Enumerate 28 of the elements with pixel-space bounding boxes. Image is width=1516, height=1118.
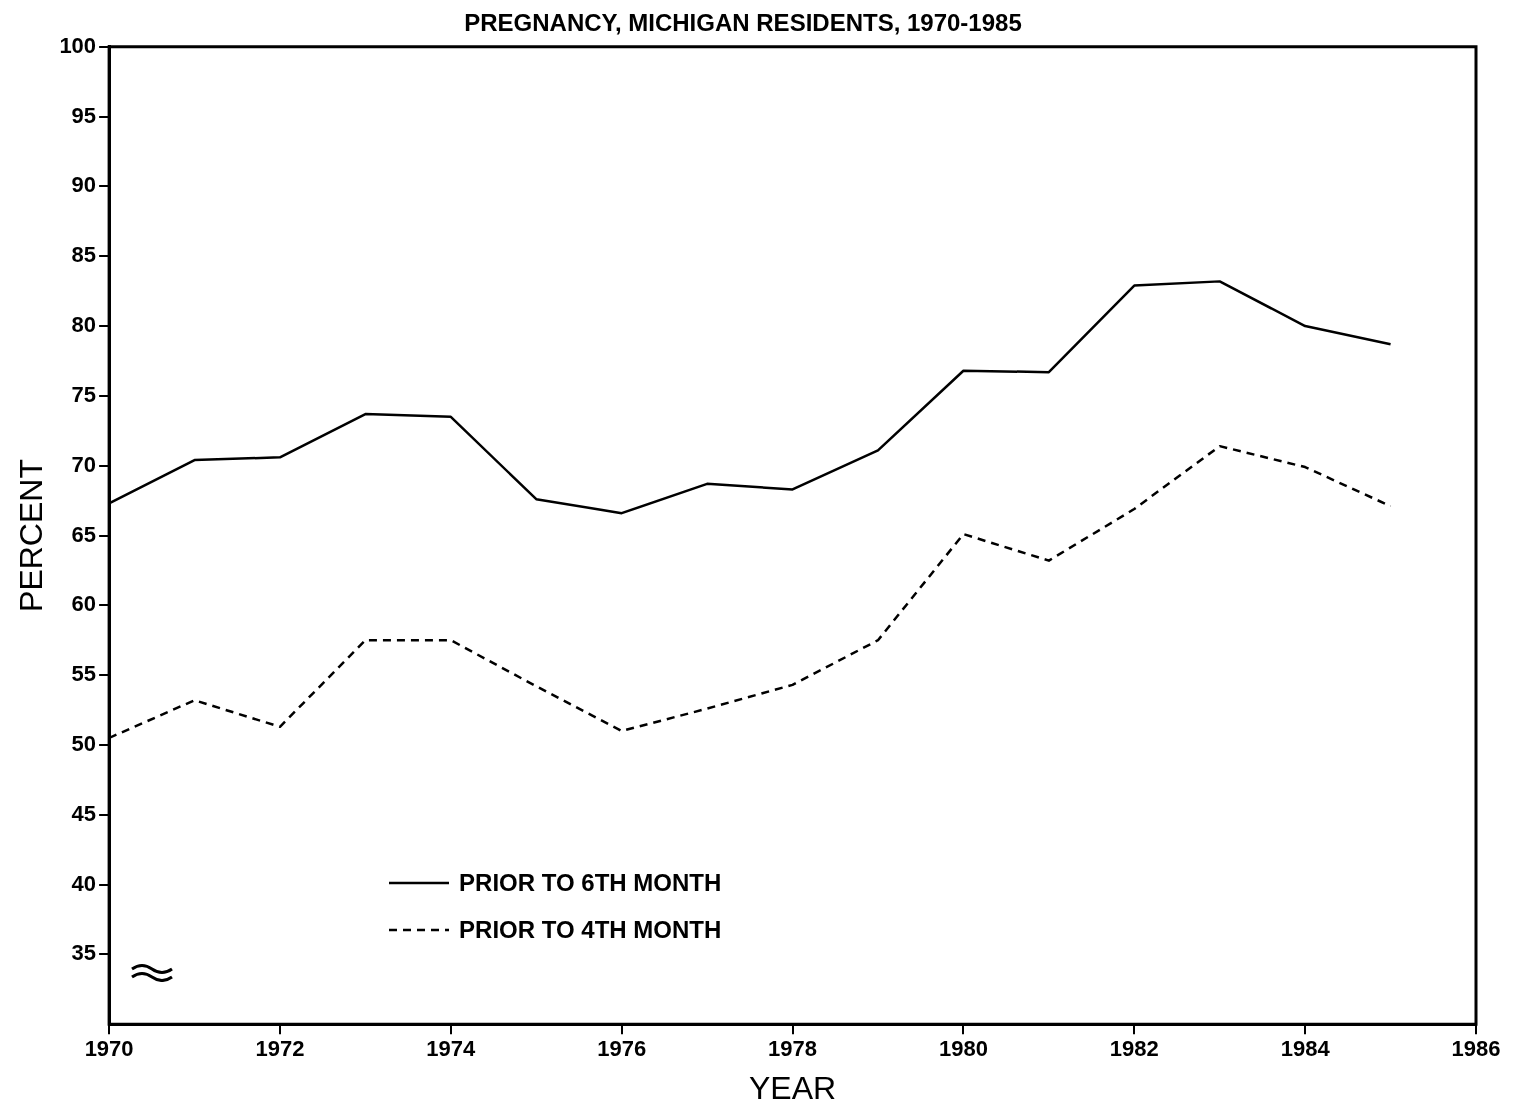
y-tick-label: 85 [71,242,97,268]
y-tick-label: 35 [71,940,97,966]
y-tick-label: 95 [71,102,97,128]
y-tick-label: 75 [71,381,97,407]
x-tick-label: 1972 [255,1036,305,1062]
legend-label: PRIOR TO 6TH MONTH [459,869,722,898]
x-axis-title: YEAR [748,1069,837,1106]
x-tick-label: 1978 [768,1036,818,1062]
y-tick-label: 90 [71,172,97,198]
x-tick-label: 1974 [426,1036,477,1062]
x-tick-label: 1986 [1451,1036,1501,1062]
x-tick-label: 1976 [597,1036,647,1062]
x-tick-label: 1982 [1109,1036,1159,1062]
y-tick-label: 45 [71,800,97,826]
y-tick-label: 50 [71,731,97,757]
legend-label: PRIOR TO 4TH MONTH [459,916,722,945]
y-tick-label: 40 [71,870,97,896]
y-tick-label: 55 [71,661,97,687]
y-tick-label: 60 [71,591,97,617]
y-axis-title: PERCENT [13,459,50,612]
x-tick-label: 1970 [84,1036,134,1062]
y-tick-label: 65 [71,521,97,547]
chart-title: PREGNANCY, MICHIGAN RESIDENTS, 1970-1985 [464,9,1022,37]
x-tick-label: 1980 [938,1036,988,1062]
y-tick-label: 80 [71,312,97,338]
y-tick-label: 70 [71,451,97,477]
y-tick-label: 100 [59,32,97,58]
x-tick-label: 1984 [1280,1036,1331,1062]
